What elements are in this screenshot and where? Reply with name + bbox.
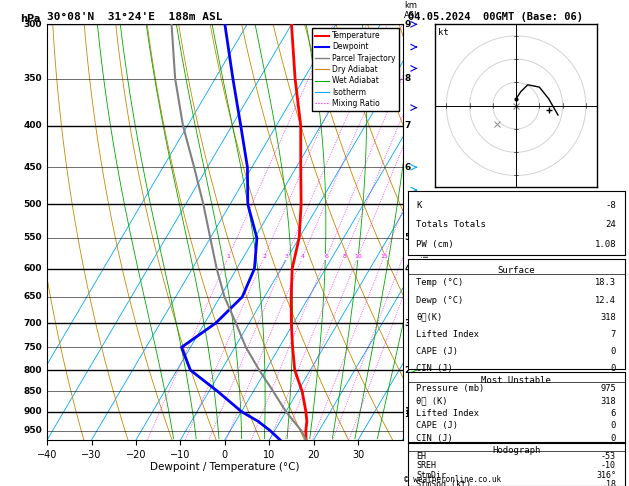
Text: Mixing Ratio (g/kg): Mixing Ratio (g/kg) (422, 192, 431, 272)
Text: 700: 700 (23, 318, 42, 328)
Text: 0: 0 (611, 364, 616, 373)
Text: 6: 6 (325, 254, 328, 259)
Text: 650: 650 (23, 293, 42, 301)
Text: 12.4: 12.4 (595, 295, 616, 305)
Text: 850: 850 (23, 387, 42, 396)
Text: 800: 800 (23, 365, 42, 375)
Text: 600: 600 (23, 264, 42, 273)
Text: 30°08'N  31°24'E  188m ASL: 30°08'N 31°24'E 188m ASL (47, 12, 223, 22)
Text: Most Unstable: Most Unstable (481, 376, 551, 385)
Text: θᴄ (K): θᴄ (K) (416, 397, 448, 405)
Text: 3: 3 (284, 254, 289, 259)
Text: 300: 300 (23, 20, 42, 29)
Text: 550: 550 (23, 233, 42, 243)
Text: 0: 0 (611, 434, 616, 443)
Text: Lifted Index: Lifted Index (416, 330, 479, 339)
Text: -10: -10 (601, 461, 616, 470)
Text: 5: 5 (404, 233, 411, 243)
Text: CIN (J): CIN (J) (416, 364, 453, 373)
Text: 2: 2 (262, 254, 266, 259)
Text: 750: 750 (23, 343, 42, 352)
Text: 18: 18 (606, 481, 616, 486)
Text: EH: EH (416, 451, 426, 461)
Text: StmDir: StmDir (416, 471, 446, 480)
Text: 9: 9 (404, 20, 411, 29)
Text: -8: -8 (605, 201, 616, 209)
Text: 8: 8 (404, 74, 411, 83)
Text: 975: 975 (600, 384, 616, 393)
Text: 18.3: 18.3 (595, 278, 616, 287)
Text: 318: 318 (600, 313, 616, 322)
Text: 3: 3 (404, 318, 411, 328)
Text: 318: 318 (600, 397, 616, 405)
Text: Totals Totals: Totals Totals (416, 221, 486, 229)
Text: Pressure (mb): Pressure (mb) (416, 384, 484, 393)
Text: 1: 1 (226, 254, 230, 259)
Text: Dewp (°C): Dewp (°C) (416, 295, 464, 305)
Text: 400: 400 (23, 121, 42, 130)
Text: 10: 10 (354, 254, 362, 259)
Text: 8: 8 (342, 254, 346, 259)
Text: CIN (J): CIN (J) (416, 434, 453, 443)
X-axis label: Dewpoint / Temperature (°C): Dewpoint / Temperature (°C) (150, 462, 299, 472)
Text: © weatheronline.co.uk: © weatheronline.co.uk (404, 474, 501, 484)
Text: 900: 900 (23, 407, 42, 416)
Text: Hodograph: Hodograph (492, 446, 540, 455)
Text: 450: 450 (23, 163, 42, 172)
Text: StmSpd (kt): StmSpd (kt) (416, 481, 471, 486)
Text: -53: -53 (601, 451, 616, 461)
Text: 4: 4 (301, 254, 305, 259)
Text: 950: 950 (23, 426, 42, 435)
Text: km
ASL: km ASL (404, 1, 420, 20)
Text: 1.08: 1.08 (594, 241, 616, 249)
Text: 500: 500 (23, 200, 42, 209)
Text: 7: 7 (611, 330, 616, 339)
Text: 6: 6 (611, 409, 616, 418)
Text: 2: 2 (404, 365, 411, 375)
Text: 7: 7 (404, 121, 411, 130)
Text: 4: 4 (404, 264, 411, 273)
Text: CAPE (J): CAPE (J) (416, 347, 459, 356)
Text: 1: 1 (404, 407, 411, 416)
Text: SREH: SREH (416, 461, 437, 470)
Text: 350: 350 (23, 74, 42, 83)
Text: 15: 15 (381, 254, 388, 259)
Text: hPa: hPa (21, 14, 41, 24)
Legend: Temperature, Dewpoint, Parcel Trajectory, Dry Adiabat, Wet Adiabat, Isotherm, Mi: Temperature, Dewpoint, Parcel Trajectory… (313, 28, 399, 111)
Text: K: K (416, 201, 421, 209)
Text: 316°: 316° (596, 471, 616, 480)
Text: 0: 0 (611, 347, 616, 356)
Text: Temp (°C): Temp (°C) (416, 278, 464, 287)
Text: CAPE (J): CAPE (J) (416, 421, 459, 430)
Text: Lifted Index: Lifted Index (416, 409, 479, 418)
Text: 0: 0 (611, 421, 616, 430)
Text: kt: kt (438, 28, 448, 36)
Text: Surface: Surface (498, 266, 535, 275)
Text: 1LCL: 1LCL (404, 410, 425, 419)
Text: θᴄ(K): θᴄ(K) (416, 313, 443, 322)
Text: PW (cm): PW (cm) (416, 241, 454, 249)
Text: 04.05.2024  00GMT (Base: 06): 04.05.2024 00GMT (Base: 06) (408, 12, 582, 22)
Text: 6: 6 (404, 163, 411, 172)
Text: 24: 24 (605, 221, 616, 229)
